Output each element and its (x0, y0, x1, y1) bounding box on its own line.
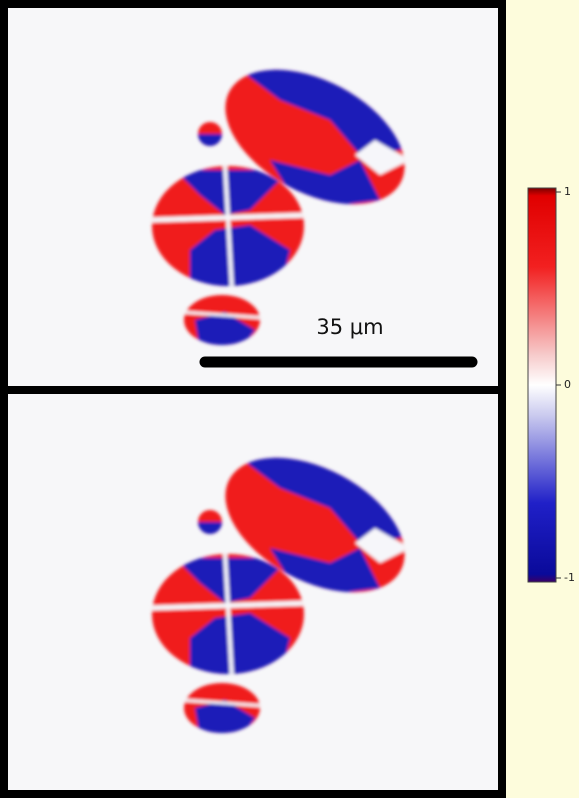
colorbar-tick-label: 1 (564, 185, 571, 198)
colorbar-tick-label: -1 (564, 571, 575, 584)
scale-bar-label: 35 μm (316, 315, 383, 339)
colorbar (528, 188, 556, 582)
colorbar-tick-label: 0 (564, 378, 571, 391)
figure: 35 μm 1 0 -1 (0, 0, 579, 798)
